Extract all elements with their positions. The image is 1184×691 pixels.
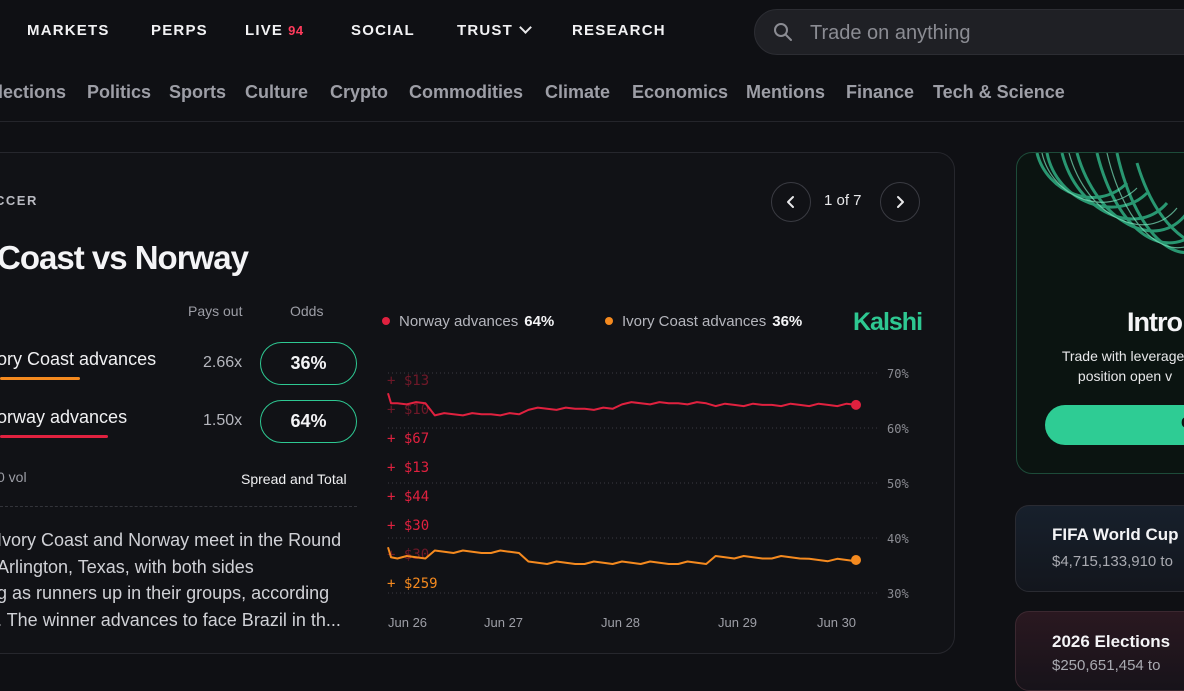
nav-live[interactable]: LIVE 94 (245, 22, 304, 39)
market-title[interactable]: Coast vs Norway (0, 239, 249, 276)
category-economics[interactable]: Economics (632, 82, 729, 102)
section-divider (0, 506, 357, 507)
search-icon (774, 23, 792, 41)
live-count-badge: 94 (288, 23, 304, 38)
search-input[interactable] (808, 20, 1172, 46)
market-category-label: CCER (0, 193, 38, 208)
legend-ivory-coast-label: Ivory Coast advances (622, 313, 767, 330)
pager-indicator: 1 of 7 (824, 192, 862, 209)
legend-ivory-coast-value: 36% (772, 313, 803, 330)
category-sports[interactable]: Sports (169, 82, 227, 102)
volume-text: 0 vol (0, 469, 27, 485)
promo-cta-label: C (1181, 415, 1184, 433)
side-card-elections-title: 2026 Elections (1052, 632, 1171, 651)
chevron-down-icon (519, 21, 532, 34)
prev-button[interactable] (771, 182, 811, 222)
outcome-ivory-coast-payout: 2.66x (203, 354, 243, 371)
outcome-ivory-coast-odds-button[interactable]: 36% (260, 342, 357, 385)
nav-trust-label: TRUST (457, 22, 513, 39)
category-commodities[interactable]: Commodities (409, 82, 524, 102)
promo-title: Intro t (1127, 307, 1184, 337)
outcome-ivory-coast-label[interactable]: ory Coast advances (0, 349, 157, 369)
next-button[interactable] (880, 182, 920, 222)
outcome-norway-label[interactable]: orway advances (0, 407, 128, 427)
legend-norway: Norway advances 64% (382, 313, 554, 330)
side-card-fifa-volume: $4,715,133,910 to (1052, 553, 1173, 570)
market-description: Ivory Coast and Norway meet in the Round… (0, 530, 342, 630)
kalshi-logo: Kalshi (853, 308, 923, 336)
nav-trust[interactable]: TRUST (457, 21, 532, 39)
nav-markets[interactable]: MARKETS (27, 22, 110, 39)
header-divider (0, 121, 1184, 122)
legend-norway-dot (382, 317, 390, 325)
promo-cta-button[interactable]: C (1045, 405, 1184, 445)
category-tech-science[interactable]: Tech & Science (933, 82, 1065, 102)
spread-total-link[interactable]: Spread and Total (241, 471, 347, 487)
outcome-norway-odds-button[interactable]: 64% (260, 400, 357, 443)
legend-ivory-coast: Ivory Coast advances 36% (605, 313, 802, 330)
category-climate[interactable]: Climate (545, 82, 611, 102)
category-politics[interactable]: Politics (87, 82, 152, 102)
search-bar[interactable] (754, 9, 1184, 55)
nav-perps[interactable]: PERPS (151, 22, 208, 39)
legend-ivory-coast-dot (605, 317, 613, 325)
nav-live-label: LIVE (245, 22, 284, 39)
nav-research[interactable]: RESEARCH (572, 22, 666, 39)
pays-out-header: Pays out (188, 303, 243, 319)
side-card-fifa[interactable] (1015, 505, 1184, 592)
category-mentions[interactable]: Mentions (746, 82, 825, 102)
chevron-left-icon (787, 196, 794, 208)
outcome-ivory-coast-underline (0, 377, 80, 380)
promo-body: Trade with leverage, position open v (1061, 348, 1184, 384)
nav-social[interactable]: SOCIAL (351, 22, 415, 39)
promo-illustration (1035, 153, 1184, 254)
chevron-right-icon (897, 196, 904, 208)
outcome-norway-payout: 1.50x (203, 412, 243, 429)
side-card-fifa-title: FIFA World Cup (1052, 525, 1179, 544)
category-culture[interactable]: Culture (245, 82, 308, 102)
odds-header: Odds (290, 303, 324, 319)
legend-norway-label: Norway advances (399, 313, 519, 330)
category-elections[interactable]: lections (0, 82, 67, 102)
legend-norway-value: 64% (524, 313, 555, 330)
category-finance[interactable]: Finance (846, 82, 915, 102)
category-crypto[interactable]: Crypto (330, 82, 388, 102)
outcome-norway-underline (0, 435, 108, 438)
